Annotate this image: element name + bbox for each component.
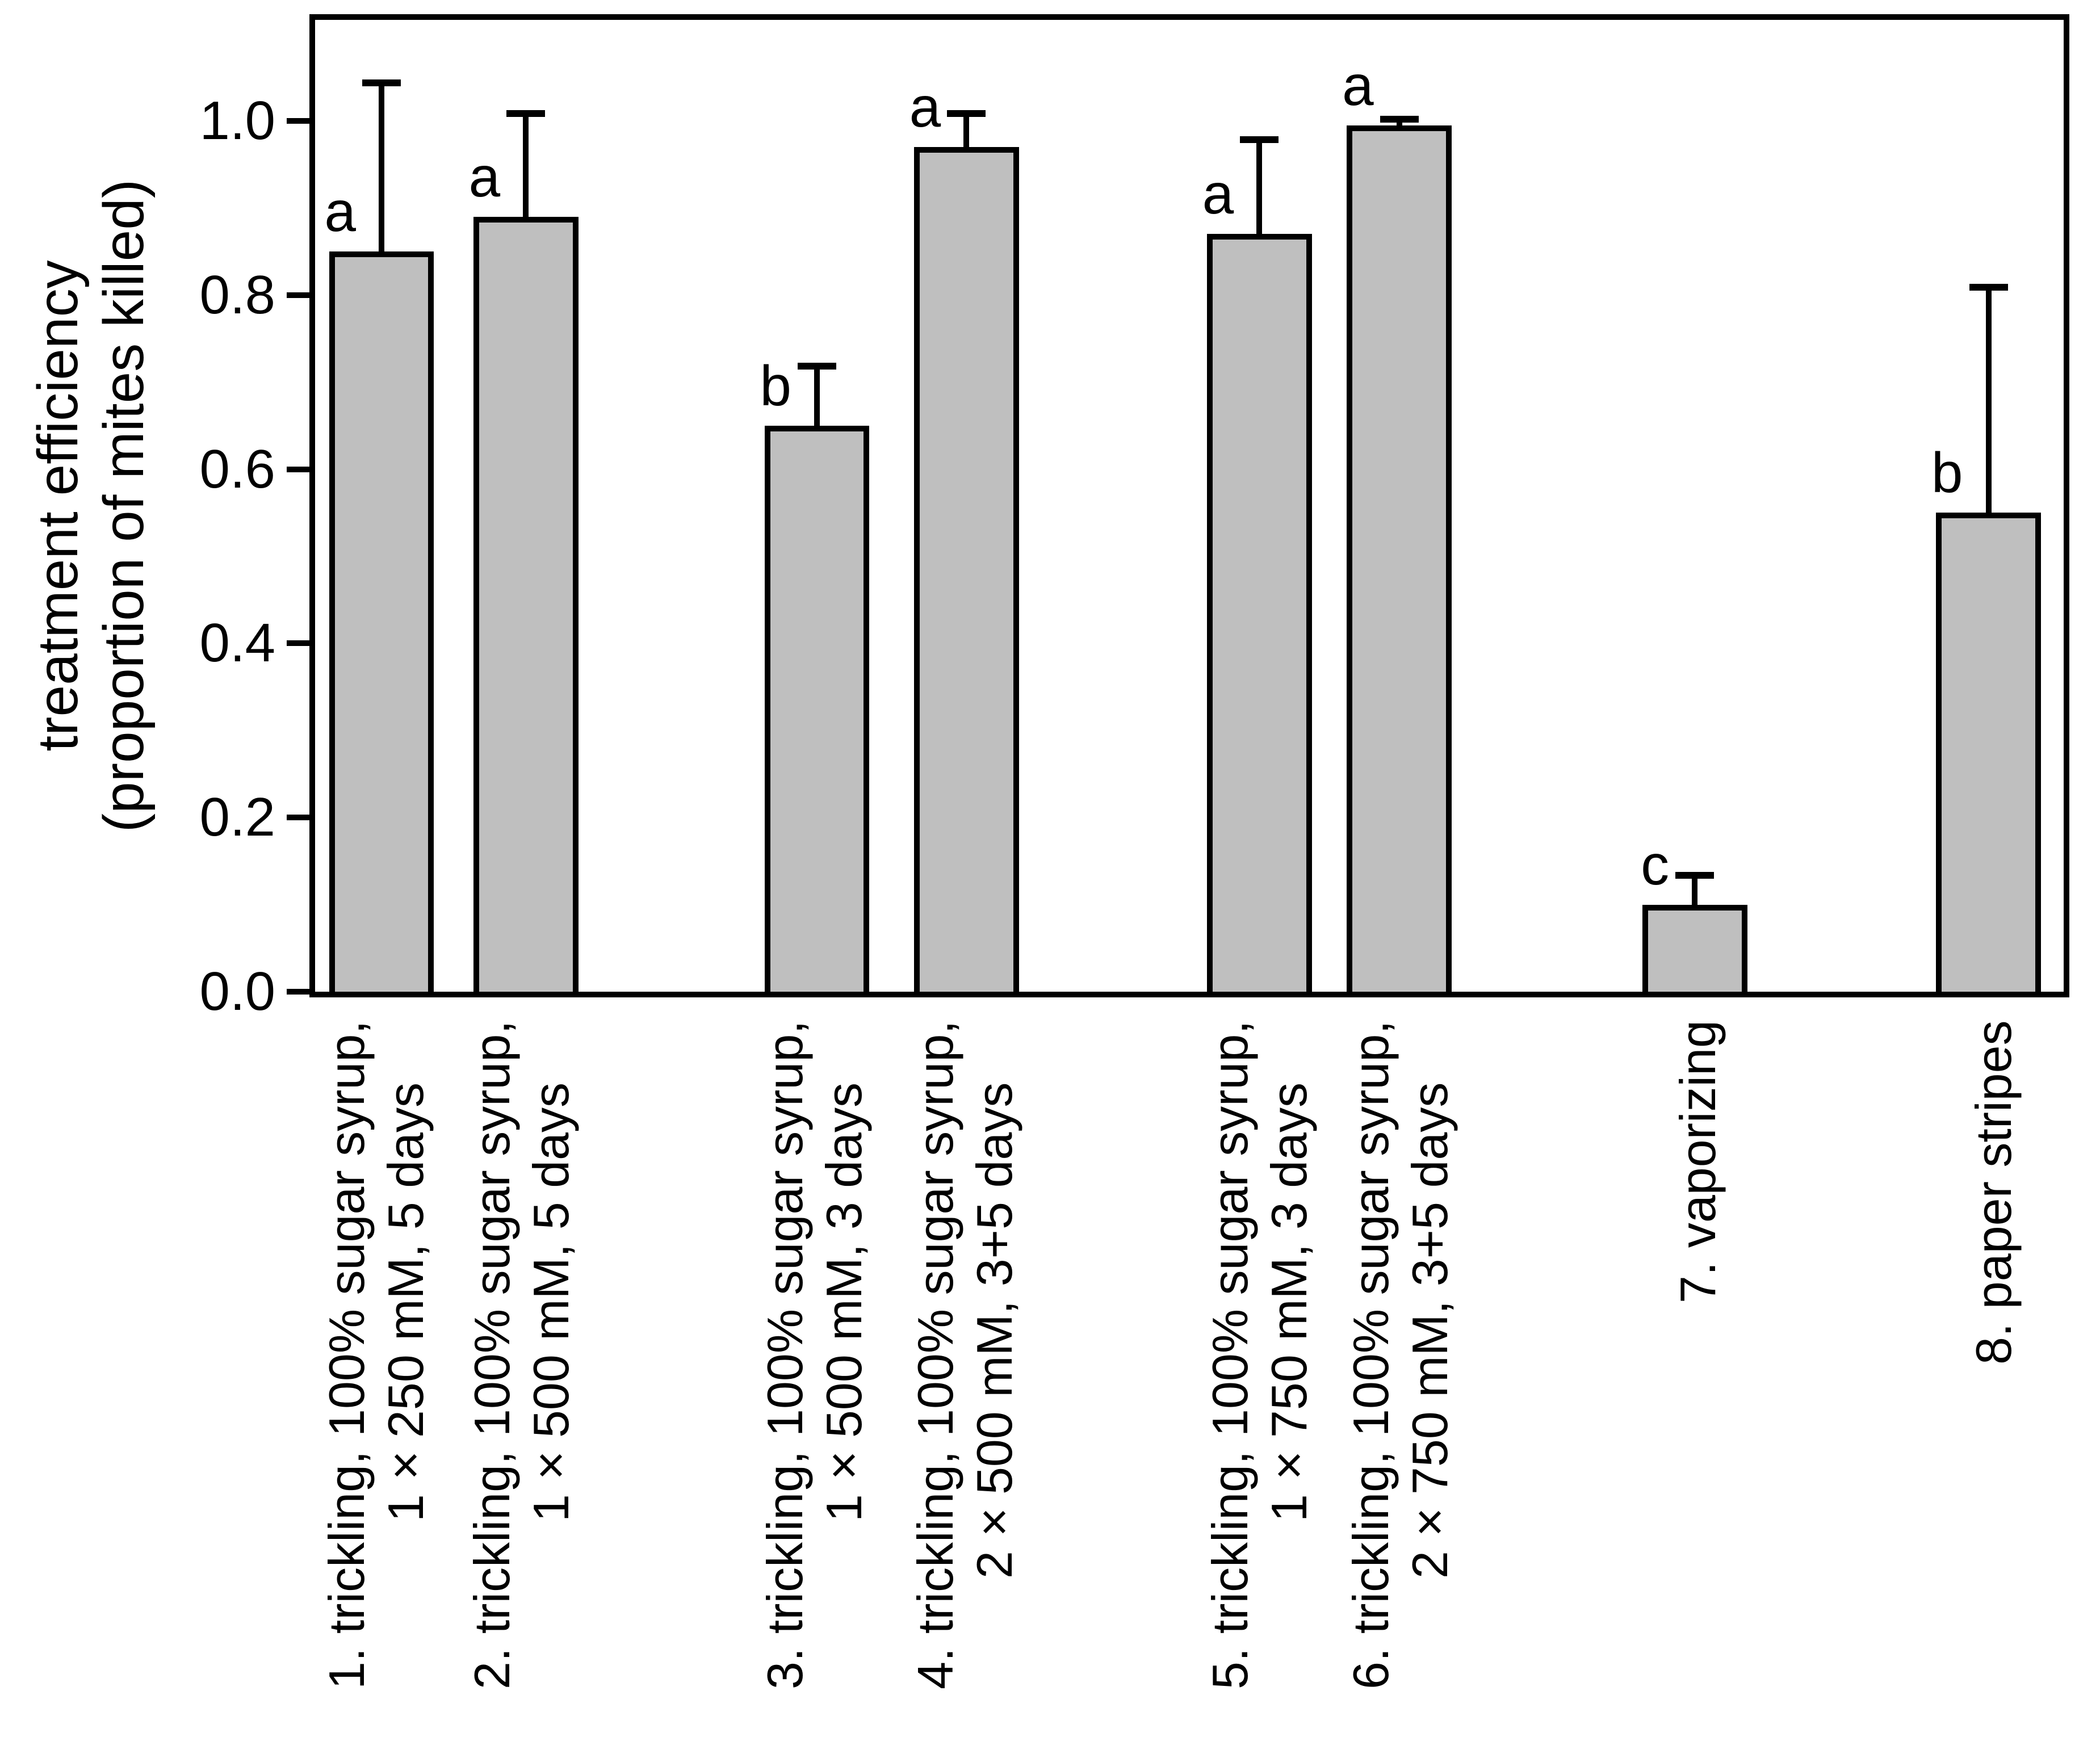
plot-area: 0.0 0.2 0.4 0.6 0.8 1.0 a a b a a a c b: [200, 14, 2069, 1022]
error-bar: [1692, 874, 1698, 907]
bar: [913, 147, 1019, 992]
error-bar-cap: [947, 110, 986, 117]
x-tick-label: 1. trickling, 100% sugar syrup, 1×250 mM,…: [317, 1020, 435, 1752]
y-axis-title-line1: treatment efficiency: [26, 260, 90, 752]
error-bar-cap: [506, 110, 546, 117]
significance-letter: a: [324, 180, 357, 244]
y-tick: [287, 118, 309, 124]
x-tick-label-line: 1×500 mM, 5 days: [522, 1083, 579, 1522]
x-tick-label-line: 2. trickling, 100% sugar syrup,: [463, 1020, 520, 1689]
bar: [764, 426, 870, 992]
x-tick-label-line: 5. trickling, 100% sugar syrup,: [1202, 1020, 1259, 1689]
y-tick: [287, 292, 309, 298]
x-tick-label: 2. trickling, 100% sugar syrup, 1×500 mM,…: [463, 1020, 581, 1752]
y-tick: [287, 640, 309, 647]
significance-letter: a: [468, 145, 501, 209]
x-tick-label: 8. paper stripes: [1964, 1020, 2023, 1752]
x-tick-label-line: 1. trickling, 100% sugar syrup,: [318, 1020, 375, 1689]
y-axis-title: treatment efficiency (proportion of mite…: [25, 179, 157, 832]
error-bar: [523, 112, 529, 219]
significance-letter: b: [760, 354, 791, 418]
error-bar: [379, 82, 385, 254]
x-tick-label-line: 2×500 mM, 3+5 days: [966, 1083, 1022, 1579]
error-bar: [1985, 286, 1992, 515]
bar: [1206, 234, 1312, 992]
x-tick-label-line: 1×500 mM, 3 days: [815, 1083, 872, 1522]
significance-letter: a: [1202, 162, 1234, 226]
x-tick-label-line: 8. paper stripes: [1965, 1020, 2022, 1365]
significance-letter: c: [1641, 833, 1670, 897]
significance-letter: a: [909, 75, 941, 139]
error-bar-cap: [362, 79, 401, 86]
x-tick-label-line: 6. trickling, 100% sugar syrup,: [1343, 1020, 1399, 1689]
error-bar: [1256, 138, 1263, 236]
y-tick-label: 0.6: [199, 438, 275, 500]
y-tick: [287, 815, 309, 821]
error-bar: [1396, 119, 1402, 128]
y-axis-title-line2: (proportion of mites killed): [92, 179, 156, 833]
x-tick-label: 6. trickling, 100% sugar syrup, 2×750 mM,…: [1342, 1020, 1460, 1752]
y-tick-label: 0.8: [199, 264, 275, 325]
error-bar: [963, 112, 970, 149]
error-bar-cap: [797, 363, 836, 370]
bar: [329, 251, 434, 992]
bar: [1642, 905, 1747, 992]
x-tick-label: 3. trickling, 100% sugar syrup, 1×500 mM,…: [756, 1020, 874, 1752]
x-tick-label-line: 1×750 mM, 3 days: [1261, 1083, 1317, 1522]
significance-letter: a: [1342, 54, 1374, 118]
y-tick-label: 0.0: [199, 961, 275, 1022]
y-tick: [287, 989, 309, 995]
x-tick-label-line: 3. trickling, 100% sugar syrup,: [756, 1020, 813, 1689]
bar: [473, 217, 579, 992]
error-bar-cap: [1380, 116, 1419, 123]
error-bar: [814, 365, 820, 428]
y-tick-label: 1.0: [199, 90, 275, 151]
x-tick-label-line: 4. trickling, 100% sugar syrup,: [907, 1020, 963, 1689]
error-bar-cap: [1675, 872, 1715, 879]
bar: [1347, 125, 1452, 992]
x-tick-label: 5. trickling, 100% sugar syrup, 1×750 mM,…: [1201, 1020, 1319, 1752]
x-tick-label: 7. vaporizing: [1669, 1020, 1728, 1752]
x-tick-label: 4. trickling, 100% sugar syrup, 2×500 mM,…: [906, 1020, 1024, 1752]
error-bar-cap: [1240, 136, 1279, 143]
y-tick: [287, 466, 309, 472]
x-tick-label-line: 7. vaporizing: [1669, 1020, 1726, 1303]
error-bar-cap: [1969, 284, 2008, 291]
x-tick-label-line: 2×750 mM, 3+5 days: [1402, 1083, 1458, 1579]
x-axis-labels: 1. trickling, 100% sugar syrup, 1×250 mM,…: [309, 1020, 2069, 1758]
bar: [1936, 513, 2041, 992]
x-tick-label-line: 1×250 mM, 5 days: [377, 1083, 434, 1522]
significance-letter: b: [1931, 441, 1963, 505]
y-tick-label: 0.4: [199, 612, 275, 674]
y-tick-label: 0.2: [199, 787, 275, 848]
